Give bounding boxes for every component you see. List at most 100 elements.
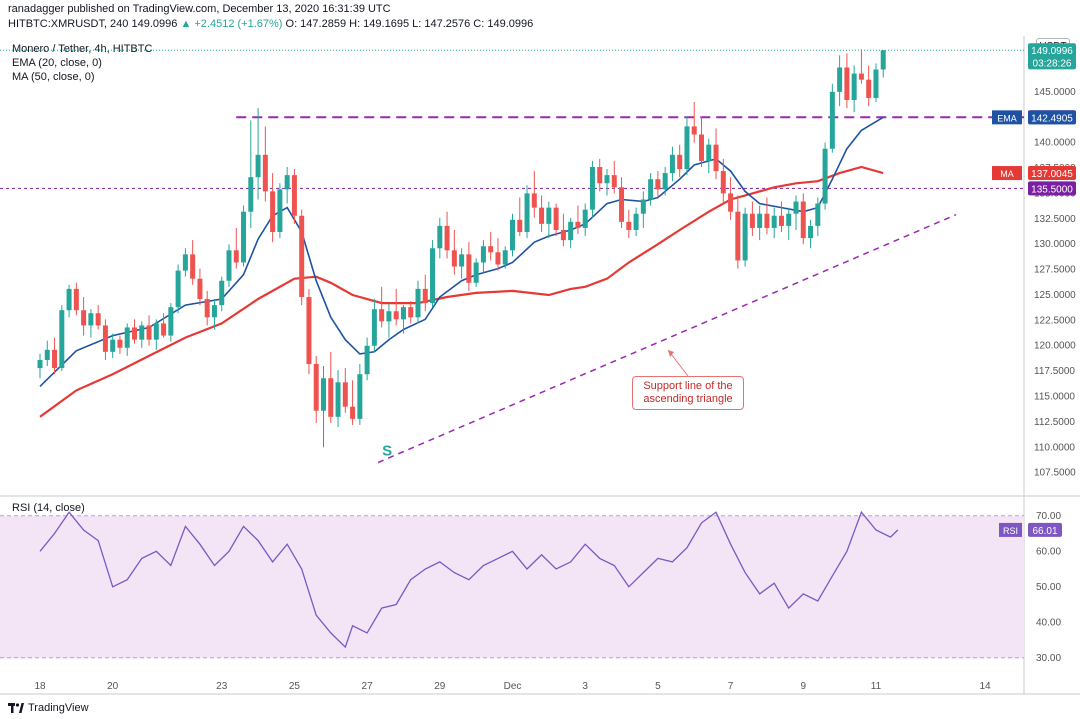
candle-body xyxy=(37,359,43,369)
candle-body xyxy=(560,229,566,241)
rsi-legend[interactable]: RSI (14, close) xyxy=(12,502,85,514)
candle-body xyxy=(597,167,603,184)
candle-body xyxy=(306,296,312,365)
indicator-legend: Monero / Tether, 4h, HITBTC EMA (20, clo… xyxy=(12,42,152,84)
ma-line xyxy=(39,165,884,418)
tradingview-logo-icon xyxy=(8,703,24,713)
candle-body xyxy=(582,209,588,228)
candle-body xyxy=(139,325,145,340)
candle-body xyxy=(262,154,268,192)
time-tick-label: 7 xyxy=(728,681,734,692)
candle-body xyxy=(619,187,625,222)
candle-body xyxy=(699,134,704,161)
last-price-box xyxy=(1028,43,1076,58)
candle-body xyxy=(146,325,152,340)
candle-body xyxy=(822,148,828,204)
candle-body xyxy=(451,250,457,267)
last-price: 149.0996 xyxy=(131,18,178,30)
candle-body xyxy=(720,171,726,194)
ema-tag-label: EMA xyxy=(997,113,1017,123)
candle-body xyxy=(161,323,167,336)
candle-body xyxy=(858,73,864,80)
candle-body xyxy=(430,248,436,304)
rsi-line xyxy=(39,510,899,649)
time-tick-label: 14 xyxy=(979,681,991,692)
candle-body xyxy=(757,213,763,228)
candle-body xyxy=(844,67,850,100)
candle-body xyxy=(640,199,646,214)
candle-body xyxy=(248,177,254,212)
candle-body xyxy=(364,345,370,375)
candle-body xyxy=(466,254,472,283)
tradingview-footer[interactable]: TradingView xyxy=(8,702,89,714)
time-tick-label: 25 xyxy=(289,681,301,692)
candle-body xyxy=(52,349,58,369)
candle-body xyxy=(735,211,741,261)
candle-body xyxy=(517,219,523,233)
price-tick-label: 122.5000 xyxy=(1034,315,1076,326)
candle-body xyxy=(219,280,225,306)
candle-body xyxy=(568,221,574,241)
ema-price-box xyxy=(1028,110,1076,125)
candle-body xyxy=(270,191,276,233)
time-tick-label: 9 xyxy=(800,681,806,692)
candle-body xyxy=(611,175,617,188)
price-tick-label: 112.5000 xyxy=(1034,417,1075,428)
time-tick-label: 11 xyxy=(871,681,882,692)
candle-body xyxy=(277,189,283,233)
candle-body xyxy=(662,173,668,190)
candle-body xyxy=(190,254,196,279)
candle-body xyxy=(182,254,188,271)
candle-body xyxy=(335,382,341,417)
ohlc-values: O: 147.2859 H: 149.1695 L: 147.2576 C: 1… xyxy=(285,18,534,30)
candle-body xyxy=(81,310,87,326)
candle-body xyxy=(873,69,879,98)
candle-body xyxy=(589,167,595,210)
price-tick-label: 110.0000 xyxy=(1034,442,1075,453)
candle-body xyxy=(313,364,319,411)
candle-body xyxy=(211,305,217,318)
candle-body xyxy=(604,175,610,184)
candle-body xyxy=(866,79,872,98)
candle-body xyxy=(437,225,443,249)
candle-body xyxy=(459,254,465,267)
price-tick-label: 127.5000 xyxy=(1034,265,1076,276)
symbol-quote-line: HITBTC:XMRUSDT, 240 149.0996 ▲ +2.4512 (… xyxy=(8,18,533,30)
rsi-tick-label: 60.00 xyxy=(1036,546,1061,557)
price-tick-label: 145.0000 xyxy=(1034,87,1076,98)
countdown-price-box xyxy=(1028,55,1076,70)
candle-body xyxy=(175,270,181,308)
candle-body xyxy=(328,378,334,417)
candle-body xyxy=(95,313,101,326)
candle-body xyxy=(444,225,450,251)
price-tick-label: 130.0000 xyxy=(1034,239,1076,250)
candle-body xyxy=(204,299,210,318)
symbol-label: HITBTC:XMRUSDT, 240 xyxy=(8,18,129,30)
candle-body xyxy=(132,327,137,340)
candle-body xyxy=(197,278,203,300)
ma-legend[interactable]: MA (50, close, 0) xyxy=(12,71,95,83)
signal-marker: S xyxy=(382,442,392,459)
candle-body xyxy=(510,219,515,251)
candle-body xyxy=(749,213,755,228)
candle-body xyxy=(73,288,79,311)
candle-body xyxy=(793,201,799,214)
candle-body xyxy=(117,339,123,348)
candle-body xyxy=(393,311,399,320)
support-line-callout: Support line of the ascending triangle xyxy=(632,376,744,410)
candle-body xyxy=(713,144,719,172)
rsi-tag-label: RSI xyxy=(1003,526,1018,536)
ma-price-box xyxy=(1028,166,1076,181)
candle-body xyxy=(350,406,356,419)
candle-body xyxy=(800,201,806,239)
candle-body xyxy=(495,252,501,265)
price-change: ▲ +2.4512 (+1.67%) xyxy=(180,18,283,30)
ema-legend[interactable]: EMA (20, close, 0) xyxy=(12,57,102,69)
candle-body xyxy=(851,73,857,100)
candle-body xyxy=(771,215,777,228)
rsi-tag-box xyxy=(999,522,1022,537)
ma-tag-label: MA xyxy=(1000,169,1014,179)
candle-body xyxy=(233,250,239,263)
candle-body xyxy=(764,213,770,228)
